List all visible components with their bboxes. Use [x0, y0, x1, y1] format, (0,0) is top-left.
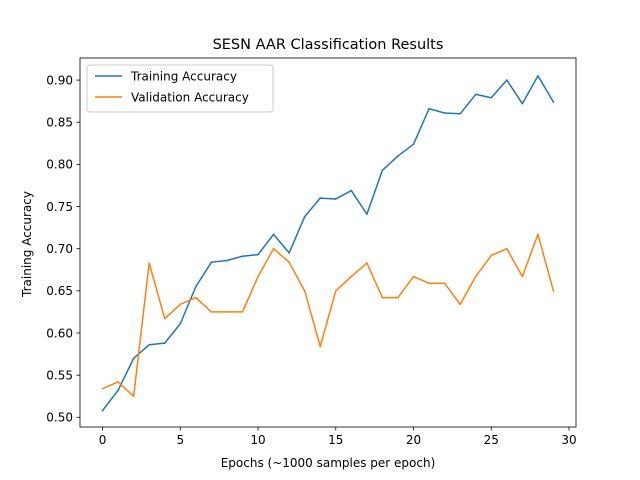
series-1-point	[101, 409, 104, 412]
y-tick-label: 0.80	[46, 158, 73, 172]
plot-area: 0 5 10 15 20 25 30 0.50 0.55 0.60 0.65 0.70 0.75 0.80…	[46, 57, 577, 447]
series-1-point	[537, 75, 539, 77]
x-tick-label: 10	[250, 433, 265, 447]
series-1-point	[163, 342, 166, 344]
series-2-point	[474, 275, 477, 278]
series-2-point	[506, 247, 508, 250]
series-1-point	[288, 252, 290, 254]
series-1-point	[226, 259, 228, 262]
axes-frame	[79, 57, 577, 428]
series-1-point	[366, 213, 368, 215]
series-2-point	[319, 345, 322, 348]
legend: Training Accuracy Validation Accuracy	[86, 64, 274, 113]
series-1-point	[350, 189, 353, 192]
series-1-point	[257, 253, 259, 256]
series-1-point	[148, 344, 150, 346]
series-1-point	[521, 102, 524, 105]
series-2-point	[272, 247, 275, 250]
series-2-point	[334, 290, 337, 292]
series-1-point	[474, 93, 477, 96]
series-2-point	[552, 290, 555, 292]
series-2-point	[148, 262, 150, 264]
series-line-2	[101, 233, 555, 397]
series-2-point	[195, 296, 197, 299]
series-1-point	[117, 389, 119, 392]
legend-label-2: Validation Accuracy	[131, 90, 249, 104]
x-tick-label: 0	[99, 433, 107, 447]
series-1-point	[132, 357, 135, 360]
series-2-point	[366, 262, 368, 264]
series-1-point	[459, 113, 461, 115]
series-1-point	[490, 96, 493, 99]
series-line-1	[101, 75, 555, 412]
series-2-point	[210, 311, 213, 313]
series-2-point	[459, 303, 461, 306]
series-1-point	[179, 322, 182, 325]
series-1-point	[195, 285, 197, 288]
legend-box	[86, 64, 274, 113]
series-1-point	[412, 143, 415, 145]
x-tick-label: 30	[561, 433, 576, 447]
y-tick-label: 0.65	[46, 284, 73, 298]
series-2-point	[241, 311, 244, 313]
y-tick-label: 0.60	[46, 326, 73, 340]
series-2-point	[101, 387, 104, 390]
series-1-point	[506, 79, 508, 81]
series-1-point	[397, 155, 399, 157]
series-2-point	[179, 303, 182, 306]
series-2-point	[537, 233, 539, 236]
series-2-point	[521, 275, 524, 278]
x-tick-label: 15	[328, 433, 343, 447]
series-2-point	[412, 275, 415, 278]
series-2-point	[428, 282, 430, 285]
y-tick-label: 0.85	[46, 116, 73, 130]
series-2-point	[163, 317, 166, 320]
x-tick-label: 5	[176, 433, 184, 447]
y-tick-label: 0.75	[46, 200, 73, 214]
y-axis-label: Training Accuracy	[20, 191, 34, 298]
series-2-point	[117, 381, 119, 383]
x-tick-label: 25	[484, 433, 499, 447]
series-2-point	[490, 254, 493, 257]
series-2-point	[443, 282, 446, 285]
series-2-point	[350, 275, 353, 278]
x-axis-label: Epochs (~1000 samples per epoch)	[221, 456, 436, 470]
y-tick-label: 0.50	[46, 411, 73, 425]
series-1-point	[241, 255, 244, 258]
series-1-point	[319, 197, 322, 199]
y-tick-label: 0.70	[46, 242, 73, 256]
series-2-point	[397, 296, 399, 299]
series-2-point	[226, 311, 228, 313]
series-1-point	[303, 215, 306, 218]
series-1-point	[334, 198, 337, 200]
series-1-point	[428, 107, 430, 110]
series-1-point	[210, 261, 213, 263]
series-1-point	[381, 169, 384, 172]
series-2-point	[381, 296, 384, 299]
legend-label-1: Training Accuracy	[130, 69, 237, 83]
chart-title: SESN AAR Classification Results	[213, 37, 444, 53]
series-2-point	[303, 290, 306, 292]
y-tick-label: 0.55	[46, 368, 73, 382]
series-1-point	[443, 112, 446, 114]
series-2-point	[132, 395, 135, 398]
y-tick-label: 0.90	[46, 73, 73, 87]
series-2-point	[257, 275, 259, 278]
x-tick-label: 20	[406, 433, 421, 447]
series-1-point	[552, 101, 555, 103]
series-1-point	[272, 233, 275, 236]
series-2-point	[288, 261, 290, 263]
